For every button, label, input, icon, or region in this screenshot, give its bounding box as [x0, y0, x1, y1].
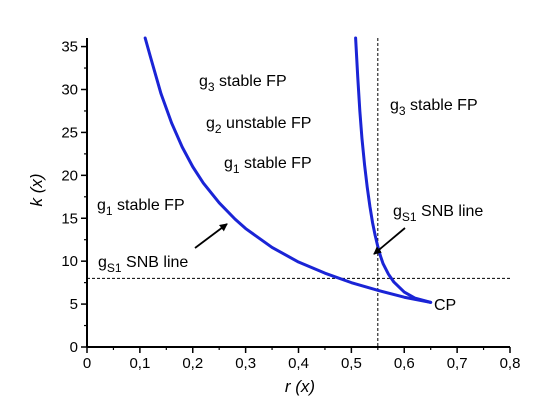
y-tick-label: 30 [61, 82, 78, 99]
x-tick-label: 0,4 [288, 355, 309, 372]
annotation-gs1-snb-left: gS1 SNB line [98, 254, 188, 275]
annotation-g1-stable-mid: g1 stable FP [224, 155, 312, 176]
annotation-cp: CP [434, 297, 456, 314]
x-tick-label: 0,5 [341, 355, 362, 372]
x-tick-label: 0,3 [235, 355, 256, 372]
y-tick-label: 0 [70, 339, 78, 356]
annotation-gs1-snb-right: gS1 SNB line [393, 203, 483, 224]
reference-lines [87, 38, 510, 347]
series-line-1 [143, 36, 433, 304]
y-axis-label: k (x) [27, 173, 46, 206]
y-tick-label: 10 [61, 253, 78, 270]
x-axis-label: r (x) [285, 377, 315, 396]
annotation-g3-stable-right: g3 stable FP [390, 97, 478, 118]
arrow-snb-left [194, 223, 228, 249]
tick-labels: 0 0,1 0,2 0,3 0,4 0,5 0,6 0,7 0,8 0 5 10 15 20 25 30 35 [61, 39, 520, 372]
x-tick-label: 0,1 [129, 355, 150, 372]
y-tick-label: 35 [61, 39, 78, 56]
y-tick-label: 25 [61, 124, 78, 141]
series-layer [143, 36, 433, 304]
y-tick-label: 20 [61, 167, 78, 184]
x-tick-label: 0,6 [394, 355, 415, 372]
arrow-snb-right [373, 227, 406, 255]
x-tick-label: 0,7 [447, 355, 468, 372]
x-tick-label: 0,2 [182, 355, 203, 372]
x-tick-label: 0,8 [500, 355, 521, 372]
y-tick-label: 15 [61, 210, 78, 227]
annotation-g1-stable-left: g1 stable FP [97, 197, 185, 218]
x-tick-label: 0 [83, 355, 91, 372]
annotation-g2-unstable: g2 unstable FP [206, 115, 311, 136]
annotation-g3-stable-left: g3 stable FP [199, 73, 287, 94]
y-tick-label: 5 [70, 296, 78, 313]
axes [81, 38, 511, 353]
series-line-2 [354, 36, 433, 304]
